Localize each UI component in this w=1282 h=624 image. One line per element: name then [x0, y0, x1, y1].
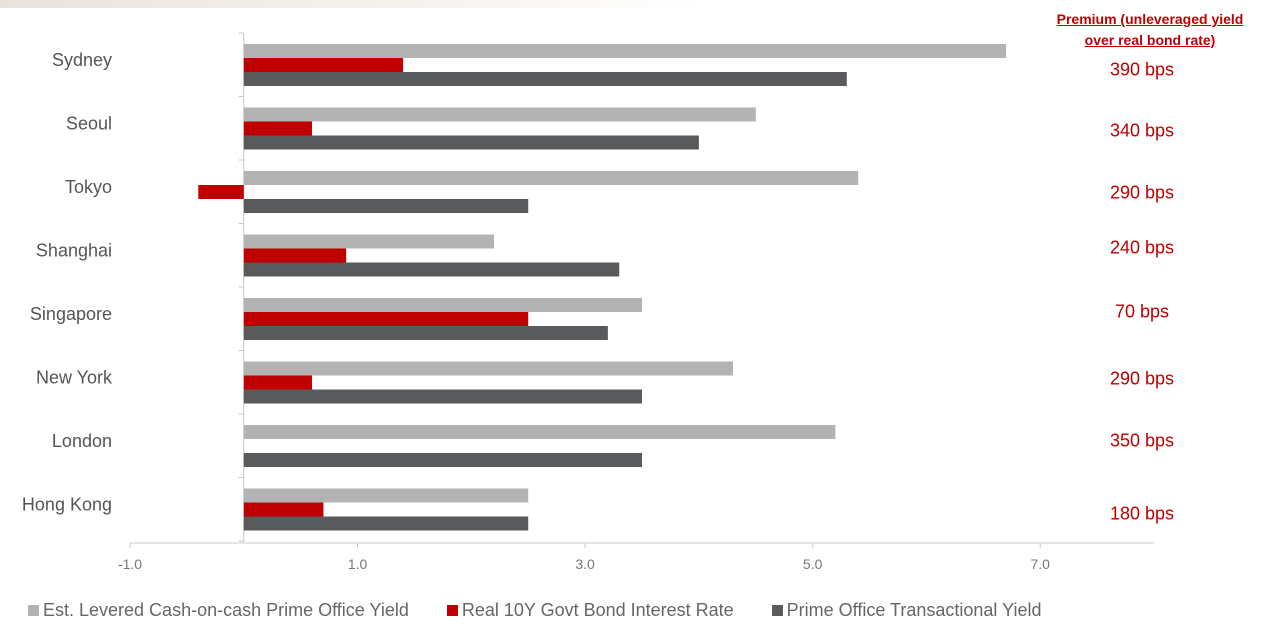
premium-header-line2: over real bond rate) [1084, 32, 1216, 48]
legend-item-bond-rate: Real 10Y Govt Bond Interest Rate [446, 600, 734, 621]
bar [243, 135, 699, 150]
bar [243, 312, 529, 326]
x-tick-label: 3.0 [575, 556, 595, 572]
legend-swatch-bond-rate [446, 605, 458, 616]
bar [243, 121, 313, 136]
premium-header: Premium (unleveraged yield over real bon… [1030, 9, 1270, 51]
category-label: Seoul [66, 114, 112, 134]
legend-item-cash-on-cash: Est. Levered Cash-on-cash Prime Office Y… [28, 600, 409, 621]
bar [243, 58, 404, 72]
bar [243, 199, 529, 213]
x-tick-label: -1.0 [118, 556, 142, 572]
bar [243, 234, 495, 249]
bar [243, 502, 324, 517]
legend: Est. Levered Cash-on-cash Prime Office Y… [28, 600, 1079, 621]
bar [243, 375, 313, 390]
premium-header-line1: Premium (unleveraged yield [1056, 11, 1244, 27]
category-label: Tokyo [65, 177, 112, 197]
x-tick-label: 1.0 [348, 556, 368, 572]
bar [198, 185, 244, 199]
legend-item-transactional-yield: Prime Office Transactional Yield [771, 600, 1042, 621]
category-label: Hong Kong [22, 495, 112, 515]
bar [243, 298, 642, 312]
bar [243, 326, 608, 340]
bar [243, 107, 756, 122]
legend-label-bond-rate: Real 10Y Govt Bond Interest Rate [461, 600, 734, 620]
legend-label-cash-on-cash: Est. Levered Cash-on-cash Prime Office Y… [43, 600, 409, 620]
bar [243, 453, 642, 467]
premium-value: 290 bps [1109, 182, 1175, 203]
premium-value: 340 bps [1109, 120, 1175, 140]
premium-value: 180 bps [1109, 503, 1175, 523]
premium-value: 350 bps [1109, 430, 1175, 451]
top-decorative-band [0, 0, 1282, 8]
bar [243, 425, 836, 439]
category-label: Singapore [30, 304, 112, 324]
bar [243, 488, 529, 503]
bar [243, 44, 1007, 58]
category-label: New York [36, 368, 113, 388]
bar [243, 171, 859, 185]
premium-value: 290 bps [1109, 368, 1175, 388]
category-label: London [52, 431, 112, 451]
bar-chart: -1.0 1.0 3.0 5.0 7.0 Sydney Seoul Tokyo Shanghai… [22, 32, 1154, 572]
premium-value: 70 bps [1114, 301, 1170, 322]
x-tick-label: 5.0 [803, 556, 823, 572]
premium-value: 240 bps [1109, 237, 1175, 257]
bar [243, 262, 620, 277]
x-tick-label: 7.0 [1030, 556, 1050, 572]
bar [243, 72, 847, 86]
bar [243, 361, 734, 376]
legend-swatch-cash-on-cash [28, 605, 39, 616]
bar [243, 516, 529, 531]
legend-swatch-transactional-yield [771, 605, 783, 616]
legend-label-transactional-yield: Prime Office Transactional Yield [786, 600, 1042, 620]
premium-value: 390 bps [1109, 59, 1175, 80]
bar [243, 248, 347, 263]
category-label: Shanghai [36, 241, 112, 261]
category-label: Sydney [52, 50, 112, 70]
bar [243, 389, 642, 404]
